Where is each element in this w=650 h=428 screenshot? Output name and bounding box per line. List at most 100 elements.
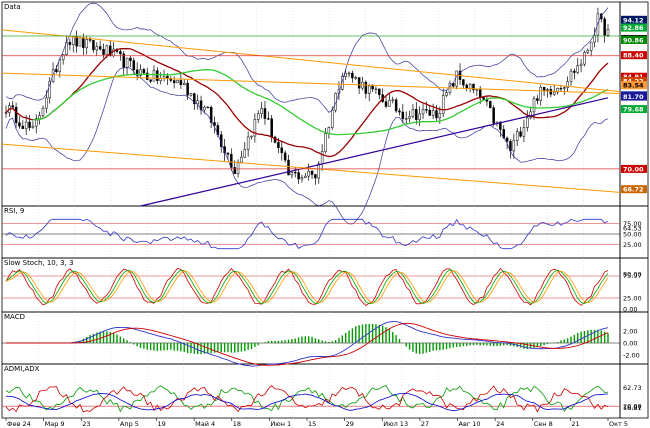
x-tick-label: Июн 1 — [270, 420, 291, 428]
price-candle — [546, 89, 549, 91]
price-candle — [492, 107, 495, 124]
price-candle — [512, 140, 516, 152]
price-candle — [401, 111, 405, 120]
price-candle — [193, 93, 196, 105]
price-candle — [146, 72, 149, 80]
price-candle — [24, 121, 28, 129]
price-candle — [391, 99, 395, 101]
price-candle — [415, 109, 418, 120]
price-candle — [179, 80, 183, 85]
price-candle — [196, 100, 199, 105]
macd-signal-line — [6, 322, 609, 366]
price-candle — [367, 85, 371, 94]
trend-line — [140, 97, 609, 207]
price-candle — [14, 106, 18, 123]
axis-tick-label: -2.00 — [623, 352, 640, 360]
price-tag: 94.12 — [621, 15, 647, 24]
x-tick-label: Фев 24 — [7, 420, 31, 428]
price-candle — [462, 79, 465, 86]
price-candle — [445, 92, 448, 96]
price-candle — [505, 137, 509, 142]
price-candle — [253, 119, 257, 137]
price-candle — [482, 97, 485, 100]
x-tick-label: Июл 13 — [383, 420, 408, 428]
moving-average-slow — [32, 69, 609, 136]
price-candle — [404, 118, 408, 120]
axis-tick-label: 16.81 — [623, 404, 642, 412]
price-tag-bg — [621, 23, 647, 32]
price-candle — [310, 170, 314, 175]
x-tick-label: Окт 5 — [609, 420, 628, 428]
price-tag-bg — [621, 51, 647, 60]
price-candle — [573, 70, 576, 73]
price-candle — [102, 48, 105, 55]
price-candle — [182, 82, 186, 85]
price-tag-label: 92.86 — [623, 24, 644, 32]
price-candle — [41, 107, 45, 116]
x-tick-label: 23 — [82, 420, 90, 428]
price-candle — [85, 39, 88, 49]
price-candle — [270, 118, 273, 138]
macd-line — [6, 321, 609, 367]
axis-tick-label: 16.97 — [623, 404, 642, 412]
x-tick-label: 18 — [233, 420, 241, 428]
price-candle — [300, 177, 304, 180]
price-candle — [378, 88, 381, 95]
price-candle — [452, 83, 455, 87]
axis-tick-label: 75.00 — [623, 220, 642, 228]
price-candle — [468, 83, 472, 89]
price-candle — [344, 73, 347, 77]
price-candle — [475, 89, 479, 91]
price-tag-label: 88.40 — [623, 52, 644, 60]
bollinger-lower — [5, 66, 609, 225]
x-tick-label: 19 — [158, 420, 166, 428]
adx-line — [5, 392, 609, 412]
x-tick-label: 27 — [421, 420, 429, 428]
price-candle — [522, 127, 526, 137]
bollinger-upper — [5, 2, 609, 113]
price-candle — [78, 37, 82, 47]
price-candle — [583, 52, 586, 65]
price-candle — [428, 109, 432, 116]
price-candle — [441, 95, 445, 114]
price-tag: 79.68 — [621, 105, 647, 114]
price-candle — [398, 110, 401, 113]
price-candle — [132, 60, 136, 71]
price-candle — [455, 70, 458, 87]
channel-line-lower — [1, 143, 621, 193]
price-candle — [589, 41, 593, 51]
price-candle — [314, 174, 317, 179]
price-candle — [388, 100, 391, 107]
price-candle — [139, 69, 142, 76]
axis-tick-label: 75.97 — [623, 272, 642, 280]
price-tag: 88.40 — [621, 51, 647, 60]
price-candle — [374, 88, 378, 90]
price-candle — [438, 113, 442, 119]
price-candle — [552, 91, 556, 95]
price-candle — [293, 171, 297, 174]
price-candle — [31, 125, 35, 128]
price-candle — [226, 152, 230, 155]
price-candle — [320, 151, 324, 165]
price-tag-label: 66.72 — [623, 186, 644, 194]
price-candle — [330, 109, 334, 128]
price-candle — [11, 105, 14, 108]
x-tick-label: Сен 8 — [534, 420, 553, 428]
price-candle — [283, 152, 287, 161]
x-tick-label: Мар 9 — [45, 420, 65, 428]
price-candle — [549, 89, 553, 95]
price-candle — [149, 79, 152, 82]
panel-label: Data — [4, 3, 21, 11]
price-candle — [38, 115, 41, 119]
price-tag-label: 83.54 — [623, 82, 644, 90]
price-candle — [250, 135, 253, 138]
price-candle — [431, 110, 435, 116]
price-candle — [515, 131, 519, 141]
panel-axis-frame — [619, 363, 649, 419]
price-candle — [267, 118, 270, 120]
price-candle — [532, 98, 536, 113]
price-candle — [411, 109, 415, 117]
price-candle — [569, 70, 573, 82]
price-candle — [563, 87, 566, 89]
